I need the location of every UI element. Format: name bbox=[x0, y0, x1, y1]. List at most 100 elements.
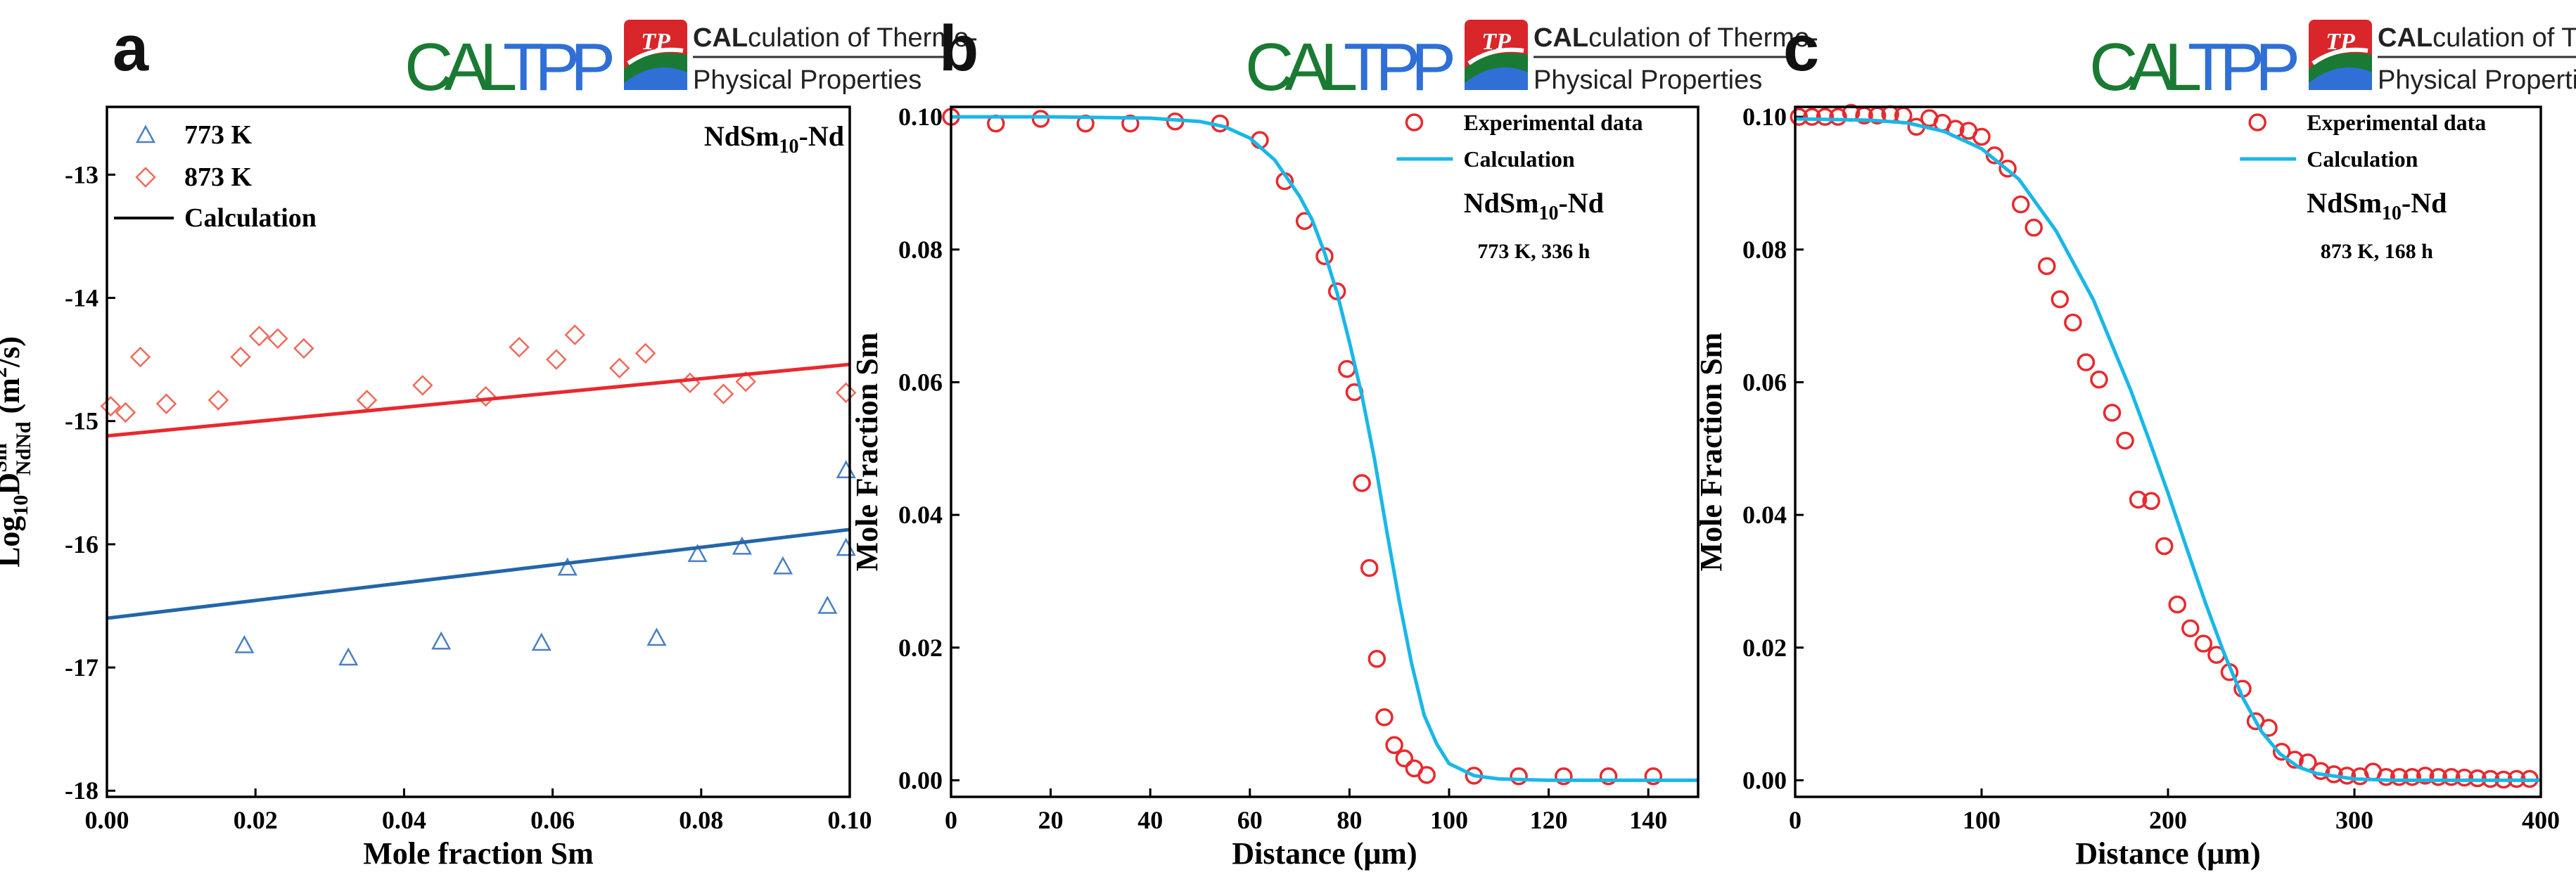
data-point bbox=[2403, 767, 2421, 786]
condition-annotation: 773 K, 336 h bbox=[1477, 240, 1590, 263]
data-point bbox=[2116, 431, 2134, 450]
logo-badge-text: TP bbox=[2326, 29, 2355, 55]
data-point bbox=[100, 395, 122, 417]
y-tick-label: -14 bbox=[65, 284, 98, 312]
data-point bbox=[680, 372, 701, 394]
data-point bbox=[2455, 768, 2474, 787]
data-point bbox=[1998, 159, 2017, 178]
condition-annotation: 873 K, 168 h bbox=[2321, 240, 2433, 263]
logo-badge-text: TP bbox=[641, 29, 670, 55]
data-point bbox=[2051, 290, 2070, 309]
data-point bbox=[431, 631, 452, 650]
data-point bbox=[2429, 767, 2447, 786]
x-tick-label: 0.06 bbox=[530, 806, 575, 834]
data-point bbox=[2090, 370, 2108, 389]
x-tick-label: 100 bbox=[1430, 806, 1468, 834]
data-point bbox=[1985, 146, 2004, 165]
panel-c: c 0 100 200 300 400 0.00 0.02 0.04 0.06 0.08 0.10 Di… bbox=[1694, 13, 2560, 871]
x-tick-label: 140 bbox=[1629, 806, 1667, 834]
caltpp-logo: CALTPP TP CALculation of Thermo- Physical P… bbox=[404, 20, 978, 105]
data-point bbox=[1816, 108, 1835, 126]
y-tick-label: -13 bbox=[65, 160, 98, 188]
data-point bbox=[687, 544, 708, 563]
legend-label: Experimental data bbox=[2307, 110, 2486, 135]
data-point bbox=[2442, 767, 2461, 786]
calculation-line bbox=[1795, 117, 2541, 782]
logo-emblem-icon: TP bbox=[624, 20, 687, 90]
data-point bbox=[412, 375, 433, 396]
data-point bbox=[2416, 767, 2435, 785]
alloy-annotation: NdSm10-Nd bbox=[1464, 187, 1604, 224]
x-tick-label: 0 bbox=[945, 806, 957, 834]
x-tick-label: 0.00 bbox=[85, 806, 129, 834]
y-axis-label: Mole Fraction Sm bbox=[850, 333, 884, 572]
y-tick-label: 0.02 bbox=[1742, 634, 1787, 662]
data-point bbox=[248, 326, 270, 347]
data-point bbox=[1510, 767, 1528, 786]
data-point bbox=[1031, 110, 1050, 128]
x-tick-label: 120 bbox=[1530, 806, 1568, 834]
data-point bbox=[1417, 766, 1436, 784]
y-tick-label: 0.10 bbox=[898, 103, 943, 131]
x-tick-label: 0 bbox=[1789, 806, 1802, 834]
legend-label: Calculation bbox=[2307, 146, 2418, 172]
data-point bbox=[2272, 743, 2291, 761]
data-point bbox=[115, 402, 136, 423]
data-point bbox=[735, 371, 756, 392]
y-tick-label: 0.06 bbox=[1742, 368, 1787, 396]
logo-brand-text: CALTPP bbox=[1245, 30, 1456, 105]
x-tick-label: 0.02 bbox=[234, 806, 278, 834]
x-tick-label: 40 bbox=[1137, 806, 1163, 834]
data-point bbox=[1375, 708, 1394, 727]
y-tick-label: 0.04 bbox=[898, 501, 943, 529]
legend-marker-773 bbox=[135, 124, 156, 143]
data-point bbox=[772, 556, 793, 575]
calculation-line bbox=[951, 115, 1698, 782]
data-point bbox=[732, 536, 752, 555]
x-tick-label: 80 bbox=[1337, 806, 1362, 834]
x-tick-label: 200 bbox=[2149, 806, 2187, 834]
logo-brand-text: CALTPP bbox=[2089, 30, 2300, 105]
data-point bbox=[2142, 492, 2160, 511]
data-point bbox=[356, 390, 378, 411]
x-tick-label: 0.10 bbox=[828, 806, 872, 834]
data-point bbox=[835, 382, 857, 404]
data-point bbox=[338, 647, 359, 666]
caltpp-logo: CALTPP TP CALculation of Thermo- Physical P… bbox=[1245, 20, 1818, 105]
calculation-line bbox=[107, 362, 850, 438]
data-point bbox=[475, 385, 497, 407]
plot-frame bbox=[1794, 105, 2542, 798]
logo-line2: Physical Properties bbox=[2378, 65, 2576, 95]
data-point bbox=[1972, 127, 1991, 146]
y-tick-label: -17 bbox=[65, 653, 98, 682]
data-point bbox=[234, 634, 255, 653]
y-axis-label: Mole Fraction Sm bbox=[1694, 333, 1728, 572]
logo-brand-text: CALTPP bbox=[404, 30, 616, 105]
plot-frame bbox=[106, 105, 851, 798]
y-tick-label: 0.00 bbox=[898, 766, 943, 794]
data-point bbox=[2390, 767, 2409, 786]
y-tick-label: 0.04 bbox=[1742, 501, 1787, 529]
data-point bbox=[646, 627, 667, 646]
legend-marker-873 bbox=[135, 167, 156, 188]
data-point bbox=[557, 557, 578, 576]
y-tick-label: -16 bbox=[65, 530, 98, 558]
data-point bbox=[1121, 114, 1140, 133]
data-point bbox=[713, 383, 734, 404]
x-tick-label: 20 bbox=[1038, 806, 1064, 834]
data-point bbox=[608, 357, 630, 379]
data-point bbox=[2025, 218, 2043, 237]
y-tick-label: 0.06 bbox=[898, 368, 943, 396]
data-point bbox=[2011, 195, 2030, 214]
x-tick-label: 300 bbox=[2335, 806, 2373, 834]
data-point bbox=[2377, 767, 2395, 786]
data-point bbox=[546, 349, 567, 370]
legend-label: Experimental data bbox=[1463, 110, 1643, 135]
panel-a: a 0.00 0.02 0.04 0.06 0.08 0.10 -18 -17 -16 -15 -14… bbox=[0, 13, 872, 871]
legend-label: 773 K bbox=[184, 120, 253, 150]
x-axis-label: Distance (μm) bbox=[2075, 836, 2260, 871]
data-point bbox=[635, 343, 656, 364]
data-point bbox=[1555, 767, 1573, 786]
data-point bbox=[1599, 767, 1618, 786]
